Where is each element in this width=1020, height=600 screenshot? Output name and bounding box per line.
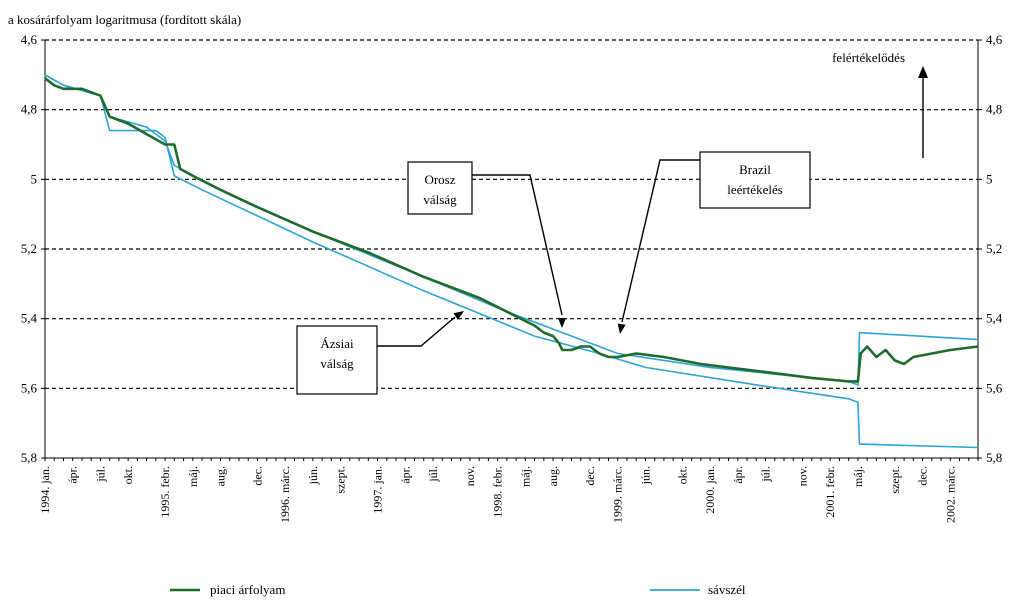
x-tick-label: jún. bbox=[306, 466, 320, 485]
russia-crisis-arrowhead bbox=[558, 318, 566, 328]
x-tick-label: máj. bbox=[518, 466, 532, 487]
brazil-devaluation-label: leértékelés bbox=[727, 182, 783, 197]
x-tick-label: ápr. bbox=[398, 466, 412, 484]
x-tick-label: 1997. jan. bbox=[371, 466, 385, 514]
x-tick-label: 2001. febr. bbox=[823, 466, 837, 518]
appreciation-arrowhead bbox=[918, 66, 928, 78]
x-tick-label: aug. bbox=[546, 466, 560, 486]
x-tick-label: ápr. bbox=[66, 466, 80, 484]
y-tick-label: 4,8 bbox=[21, 102, 37, 117]
russia-crisis-box bbox=[407, 161, 473, 215]
grid-lines bbox=[45, 39, 978, 389]
asia-crisis-box bbox=[296, 325, 378, 395]
y-tick-label: 4,6 bbox=[986, 32, 1003, 47]
chart-title: a kosárárfolyam logaritmusa (fordított s… bbox=[8, 12, 241, 27]
y-tick-label: 5,6 bbox=[21, 380, 38, 395]
x-tick-label: okt. bbox=[121, 466, 135, 484]
y-tick-label: 4,6 bbox=[21, 32, 38, 47]
legend: piaci árfolyam sávszél bbox=[170, 582, 746, 597]
x-tick-label: 1994. jan. bbox=[38, 466, 52, 514]
y-tick-label: 5,2 bbox=[986, 241, 1002, 256]
brazil-devaluation-label: Brazil bbox=[739, 162, 771, 177]
x-tick-label: jún. bbox=[638, 466, 652, 485]
x-tick-label: 1998. febr. bbox=[491, 466, 505, 518]
x-tick-label: máj. bbox=[851, 466, 865, 487]
x-tick-label: nov. bbox=[795, 466, 809, 486]
y-tick-label: 5,4 bbox=[986, 311, 1003, 326]
x-tick-label: 1996. márc. bbox=[278, 466, 292, 523]
y-tick-label: 5,2 bbox=[21, 241, 37, 256]
x-tick-label: szept. bbox=[888, 466, 902, 494]
y-axis-right: 4,6 4,8 5 5,2 5,4 5,6 5,8 bbox=[978, 32, 1003, 465]
legend-label-band: sávszél bbox=[708, 582, 746, 597]
x-tick-label: dec. bbox=[583, 466, 597, 486]
band-lower-line bbox=[44, 74, 979, 449]
y-tick-label: 4,8 bbox=[986, 102, 1002, 117]
x-tick-label: 2000. jan. bbox=[703, 466, 717, 514]
x-tick-label: dec. bbox=[916, 466, 930, 486]
asia-crisis-leader bbox=[377, 316, 456, 347]
x-tick-label: okt. bbox=[675, 466, 689, 484]
x-tick-label: nov. bbox=[463, 466, 477, 486]
y-axis-left: 4,6 4,8 5 5,2 5,4 5,6 5,8 bbox=[21, 32, 45, 465]
x-axis: 1994. jan. ápr. júl. okt. 1995. febr. máj. aug… bbox=[38, 458, 979, 523]
series-lines bbox=[44, 74, 979, 449]
y-tick-label: 5 bbox=[31, 171, 38, 186]
brazil-devaluation-arrowhead bbox=[617, 323, 626, 334]
band-upper-line bbox=[44, 74, 979, 387]
market-rate-line bbox=[44, 77, 979, 383]
brazil-devaluation-box bbox=[699, 151, 811, 209]
x-tick-label: 1999. márc. bbox=[611, 466, 625, 523]
x-tick-label: júl. bbox=[426, 466, 440, 483]
y-tick-label: 5,8 bbox=[986, 450, 1002, 465]
x-tick-label: júl. bbox=[93, 466, 107, 483]
asia-crisis-label: válság bbox=[320, 356, 354, 371]
y-tick-label: 5,4 bbox=[21, 311, 38, 326]
x-tick-label: júl. bbox=[759, 466, 773, 483]
x-tick-label: ápr. bbox=[731, 466, 745, 484]
russia-crisis-label: válság bbox=[423, 192, 457, 207]
legend-label-market: piaci árfolyam bbox=[210, 582, 285, 597]
russia-crisis-label: Orosz bbox=[424, 172, 455, 187]
x-tick-label: aug. bbox=[214, 466, 228, 486]
asia-crisis-arrowhead bbox=[453, 311, 464, 320]
appreciation-label: felértékelődés bbox=[832, 50, 905, 65]
y-tick-label: 5 bbox=[986, 171, 993, 186]
y-tick-label: 5,8 bbox=[21, 450, 37, 465]
asia-crisis-label: Ázsiai bbox=[320, 336, 354, 351]
x-tick-label: 1995. febr. bbox=[158, 466, 172, 518]
y-tick-label: 5,6 bbox=[986, 380, 1003, 395]
x-tick-label: 2002. márc. bbox=[943, 466, 957, 523]
brazil-devaluation-leader bbox=[621, 159, 700, 323]
x-tick-label: máj. bbox=[186, 466, 200, 487]
annotations: Orosz válság Brazil leértékelés Ázsiai válság… bbox=[296, 50, 928, 395]
x-tick-label: szept. bbox=[334, 466, 348, 494]
russia-crisis-leader bbox=[472, 174, 563, 316]
x-tick-label: dec. bbox=[250, 466, 264, 486]
